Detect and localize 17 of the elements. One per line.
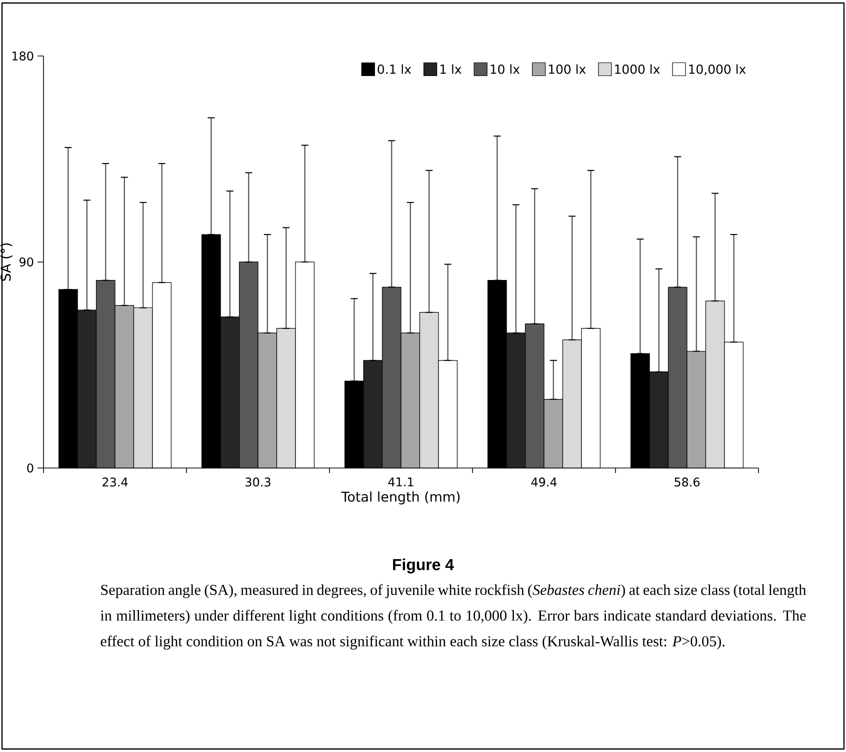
y-tick-label: 0 <box>27 463 34 473</box>
text: Separation angle (SA), measured in degrees, of juvenile white rockfish (Sebastes cheni) at each size class (total length in millimeters) under different light conditions (from 0.1 to 10,000 lx). Error bars indicate standard deviations. The effect of light condition on SA was not significant within each size class (Kruskal-Wallis test: P>0.05). <box>100 584 806 650</box>
x-axis-title: Total length (mm) <box>341 491 460 504</box>
x-tick-label: 30.3 <box>246 478 270 487</box>
x-tick-label: 58.6 <box>674 478 700 487</box>
y-tick-label: 90 <box>20 257 34 267</box>
x-tick-label: 49.4 <box>531 478 557 487</box>
legend-label: 10,000 lx <box>689 64 746 76</box>
legend-label: 100 lx <box>548 64 586 74</box>
x-tick-label: 23.4 <box>102 478 128 487</box>
legend-label: 1 lx <box>440 64 462 74</box>
legend-label: 1000 lx <box>615 64 660 74</box>
text: Figure 4 <box>393 558 454 574</box>
legend-label: 10 lx <box>490 64 520 74</box>
y-tick-label: 180 <box>12 51 34 61</box>
x-tick-label: 41.1 <box>388 478 414 486</box>
legend-label: 0.1 lx <box>378 64 412 74</box>
